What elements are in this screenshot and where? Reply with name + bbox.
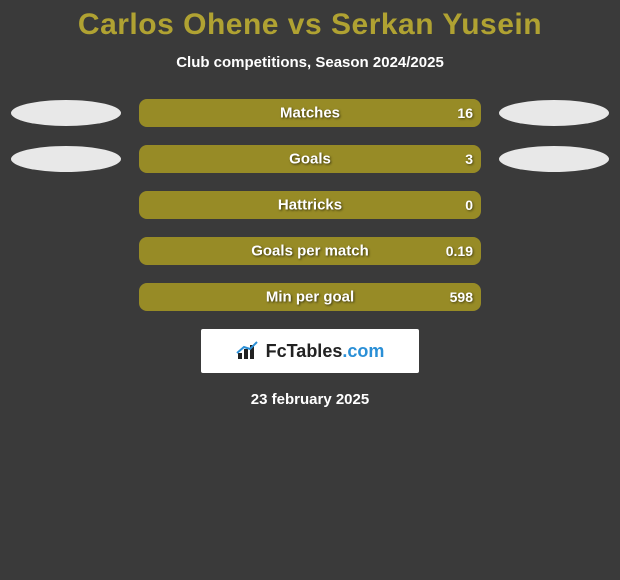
subtitle: Club competitions, Season 2024/2025: [0, 54, 620, 71]
player-ellipse-left: [11, 146, 121, 172]
stats-rows: Matches 16 Goals 3 Hattricks 0 Goals per match…: [0, 99, 620, 311]
spacer: [11, 284, 121, 310]
stat-label: Matches: [280, 105, 340, 122]
bar-chart-icon: [236, 341, 260, 361]
stat-label: Goals: [289, 151, 331, 168]
stat-value-right: 598: [450, 289, 473, 305]
spacer: [499, 284, 609, 310]
stat-value-right: 0: [465, 197, 473, 213]
logo-text: FcTables.com: [266, 341, 385, 362]
player-ellipse-left: [11, 100, 121, 126]
stat-bar: Matches 16: [139, 99, 481, 127]
stat-bar: Goals 3: [139, 145, 481, 173]
stat-label: Goals per match: [251, 243, 369, 260]
stat-row: Hattricks 0: [0, 191, 620, 219]
spacer: [499, 238, 609, 264]
logo-text-suffix: .com: [342, 341, 384, 361]
spacer: [11, 192, 121, 218]
stat-row: Goals per match 0.19: [0, 237, 620, 265]
stat-label: Hattricks: [278, 197, 342, 214]
stat-row: Min per goal 598: [0, 283, 620, 311]
player-ellipse-right: [499, 146, 609, 172]
date-label: 23 february 2025: [0, 391, 620, 408]
comparison-infographic: Carlos Ohene vs Serkan Yusein Club compe…: [0, 0, 620, 408]
page-title: Carlos Ohene vs Serkan Yusein: [0, 8, 620, 42]
spacer: [11, 238, 121, 264]
logo-box[interactable]: FcTables.com: [201, 329, 419, 373]
spacer: [499, 192, 609, 218]
stat-value-right: 0.19: [446, 243, 473, 259]
logo-text-prefix: FcTables: [266, 341, 343, 361]
stat-bar: Min per goal 598: [139, 283, 481, 311]
player-ellipse-right: [499, 100, 609, 126]
stat-label: Min per goal: [266, 289, 354, 306]
stat-row: Matches 16: [0, 99, 620, 127]
stat-bar: Goals per match 0.19: [139, 237, 481, 265]
stat-value-right: 16: [457, 105, 473, 121]
stat-row: Goals 3: [0, 145, 620, 173]
stat-value-right: 3: [465, 151, 473, 167]
stat-bar: Hattricks 0: [139, 191, 481, 219]
